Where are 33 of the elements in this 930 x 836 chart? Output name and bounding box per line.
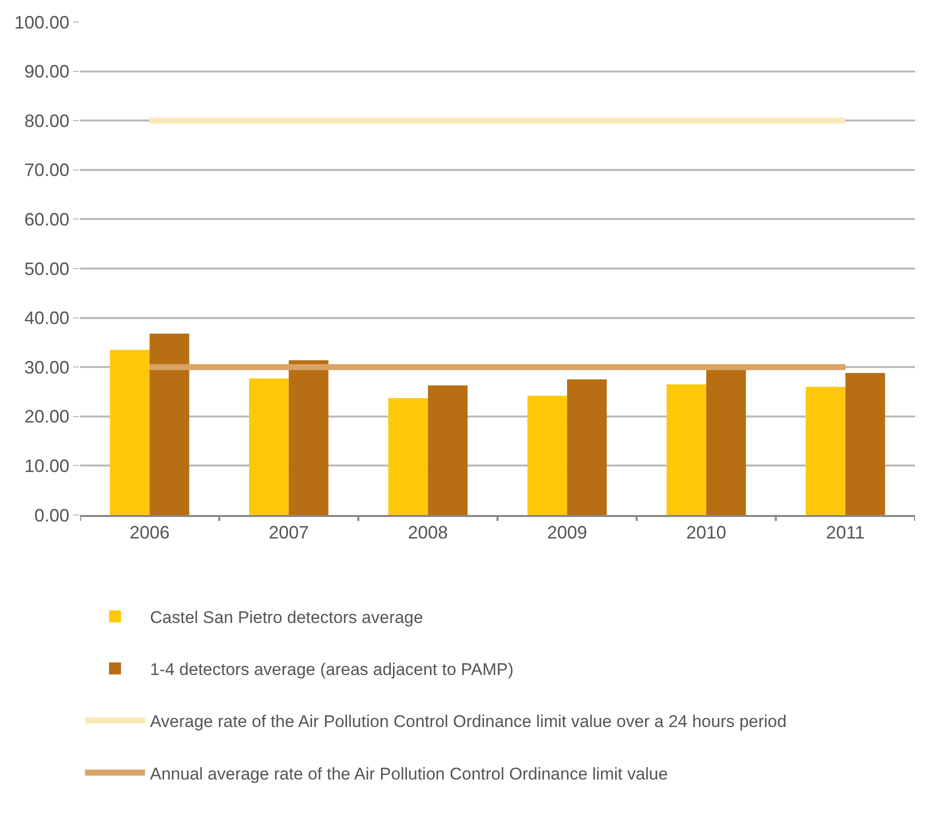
x-tick-label: 2006: [130, 522, 170, 543]
bar: [388, 398, 428, 515]
legend-label: Average rate of the Air Pollution Control Ordinance limit value over a 24 hours period: [150, 712, 787, 732]
y-tick-label: 50.00: [24, 258, 70, 279]
y-tick-label: 70.00: [24, 160, 70, 180]
y-tick-label: 40.00: [24, 308, 70, 328]
bar: [666, 384, 706, 515]
bar: [428, 385, 468, 515]
y-tick-label: 100.00: [14, 12, 70, 32]
bar: [249, 378, 289, 515]
y-tick-label: 0.00: [34, 505, 70, 526]
legend-label: 1-4 detectors average (areas adjacent to PAMP): [150, 660, 514, 680]
legend-label: Castel San Pietro detectors average: [150, 608, 424, 627]
x-tick-label: 2008: [408, 522, 448, 543]
x-tick-label: 2007: [268, 522, 309, 543]
y-tick-label: 30.00: [24, 357, 70, 378]
bar: [288, 360, 328, 515]
x-tick-label: 2009: [547, 522, 588, 543]
y-tick-label: 20.00: [24, 406, 70, 427]
y-tick-label: 10.00: [24, 456, 70, 476]
bar: [110, 350, 150, 515]
x-tick-label: 2011: [826, 522, 865, 543]
bar: [527, 396, 568, 515]
bar: [567, 379, 607, 515]
bar: [706, 368, 746, 515]
legend-label: Annual average rate of the Air Pollution Control Ordinance limit value: [150, 764, 668, 784]
y-tick-label: 90.00: [24, 62, 70, 82]
y-tick-label: 60.00: [24, 210, 70, 230]
bar: [845, 373, 886, 515]
y-tick-label: 80.00: [24, 110, 70, 131]
bar: [806, 386, 846, 515]
x-tick-label: 2010: [686, 522, 726, 543]
bar: [150, 334, 190, 515]
